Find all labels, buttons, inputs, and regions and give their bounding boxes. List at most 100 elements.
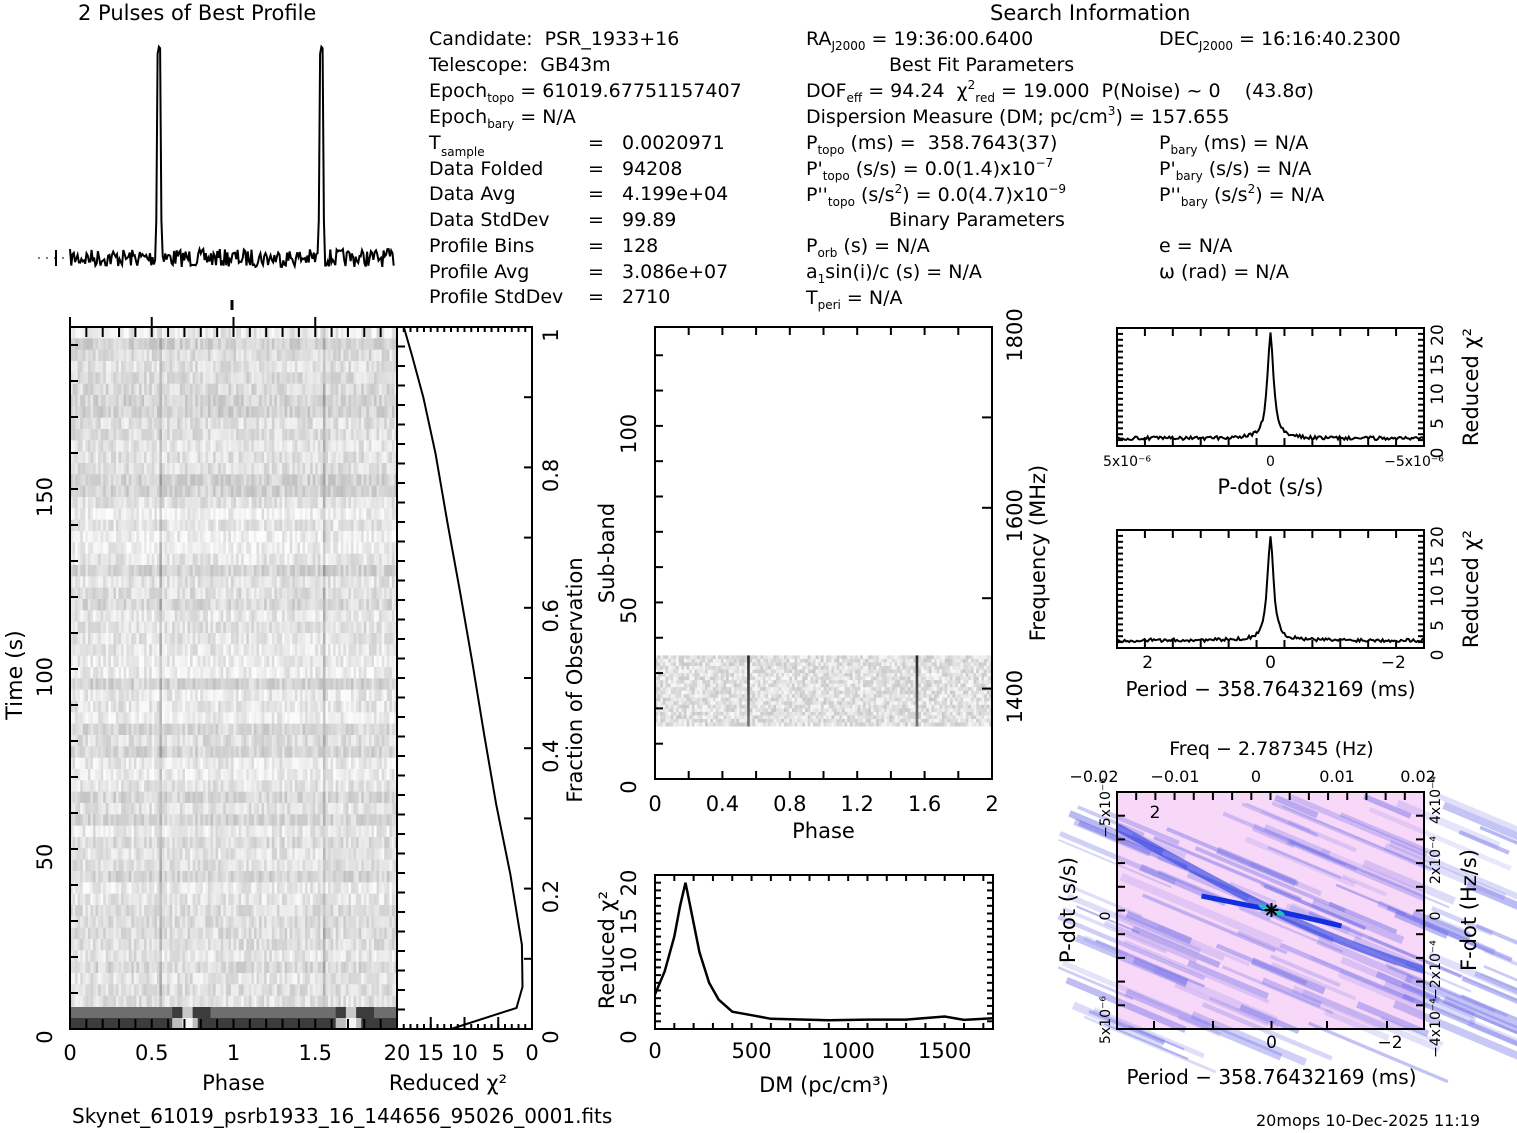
heatmap-cell: [80, 327, 84, 339]
heatmap-cell: [146, 519, 150, 532]
heatmap-cell: [266, 565, 270, 577]
heatmap-cell: [202, 757, 206, 770]
heatmap-cell: [128, 565, 132, 577]
heatmap-cell: [343, 746, 347, 759]
heatmap-cell: [95, 576, 99, 589]
heatmap-cell: [317, 474, 321, 487]
heatmap-cell: [179, 621, 183, 634]
heatmap-cell: [172, 395, 176, 407]
heatmap-cell: [108, 519, 112, 532]
heatmap-cell: [345, 757, 349, 770]
heatmap-cell: [85, 485, 89, 498]
heatmap-cell: [138, 372, 143, 385]
heatmap-cell: [190, 621, 194, 634]
heatmap-cell: [351, 701, 355, 713]
heatmap-cell: [92, 406, 97, 419]
heatmap-cell: [174, 361, 178, 373]
heatmap-cell: [276, 599, 280, 611]
heatmap-cell: [144, 474, 148, 487]
heatmap-cell: [384, 633, 388, 645]
heatmap-cell: [320, 451, 324, 464]
heatmap-cell: [381, 383, 385, 396]
heatmap-cell: [195, 417, 199, 430]
heatmap-cell: [274, 610, 278, 623]
heatmap-cell: [115, 587, 120, 600]
heatmap-cell: [330, 621, 334, 634]
heatmap-cell: [266, 519, 270, 532]
heatmap-cell: [391, 757, 395, 770]
heatmap-cell: [72, 565, 76, 577]
heatmap-cell: [361, 485, 365, 498]
heatmap-cell: [77, 633, 81, 645]
heatmap-cell: [274, 599, 278, 611]
heatmap-cell: [113, 757, 117, 770]
heatmap-cell: [195, 678, 199, 691]
heatmap-cell: [190, 587, 194, 600]
heatmap-cell: [297, 485, 301, 498]
heatmap-cell: [256, 531, 260, 543]
heatmap-cell: [190, 757, 194, 770]
heatmap-cell: [363, 576, 367, 589]
heatmap-cell: [292, 440, 296, 453]
heatmap-cell: [325, 553, 329, 566]
heatmap-cell: [299, 667, 303, 679]
heatmap-cell: [151, 610, 155, 623]
heatmap-cell: [335, 508, 339, 521]
heatmap-cell: [184, 531, 189, 543]
heatmap-cell: [174, 531, 178, 543]
heatmap-cell: [218, 508, 222, 521]
heatmap-cell: [317, 531, 321, 543]
heatmap-cell: [115, 519, 120, 532]
heatmap-cell: [310, 327, 314, 339]
heatmap-cell: [266, 576, 270, 589]
heatmap-cell: [195, 599, 199, 611]
heatmap-cell: [223, 417, 227, 430]
heatmap-cell: [259, 542, 263, 555]
heatmap-cell: [105, 678, 109, 691]
heatmap-cell: [215, 610, 219, 623]
heatmap-cell: [228, 508, 232, 521]
heatmap-cell: [225, 565, 229, 577]
heatmap-cell: [246, 417, 250, 430]
heatmap-cell: [200, 576, 204, 589]
heatmap-cell: [118, 723, 122, 736]
heatmap-cell: [279, 757, 283, 770]
heatmap-cell: [159, 655, 163, 668]
heatmap-cell: [394, 644, 398, 657]
heatmap-cell: [184, 519, 189, 532]
heatmap-cell: [236, 429, 240, 441]
heatmap-cell: [128, 372, 132, 385]
heatmap-cell: [368, 395, 372, 407]
heatmap-cell: [80, 667, 84, 679]
heatmap-cell: [177, 701, 181, 713]
heatmap-cell: [210, 440, 214, 453]
heatmap-cell: [233, 338, 237, 351]
heatmap-cell: [261, 723, 265, 736]
heatmap-cell: [236, 746, 240, 759]
heatmap-cell: [243, 610, 247, 623]
heatmap-cell: [223, 474, 227, 487]
heatmap-cell: [167, 372, 171, 385]
heatmap-cell: [233, 361, 237, 373]
heatmap-cell: [322, 349, 326, 362]
heatmap-cell: [207, 599, 212, 611]
heatmap-cell: [264, 497, 268, 509]
heatmap-cell: [126, 406, 130, 419]
heatmap-cell: [230, 395, 234, 407]
heatmap-cell: [241, 757, 245, 770]
heatmap-cell: [187, 508, 191, 521]
heatmap-cell: [325, 712, 329, 725]
heatmap-cell: [113, 701, 117, 713]
heatmap-cell: [146, 712, 150, 725]
heatmap-cell: [156, 655, 160, 668]
heatmap-cell: [307, 372, 311, 385]
heatmap-cell: [238, 508, 242, 521]
heatmap-cell: [80, 497, 84, 509]
heatmap-cell: [276, 712, 280, 725]
heatmap-cell: [259, 440, 263, 453]
heatmap-cell: [190, 712, 194, 725]
heatmap-cell: [371, 667, 375, 679]
heatmap-cell: [128, 655, 132, 668]
heatmap-cell: [207, 531, 212, 543]
heatmap-cell: [207, 361, 212, 373]
